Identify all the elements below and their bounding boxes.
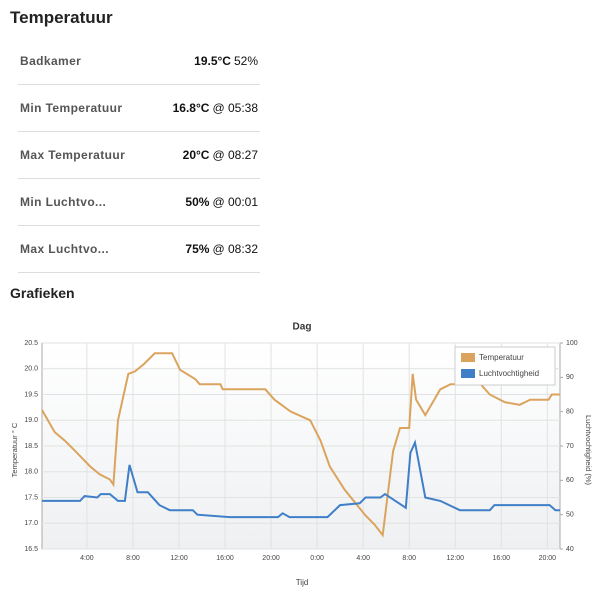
- y2-tick-label: 90: [566, 374, 574, 381]
- row-label: Min Temperatuur: [20, 101, 123, 115]
- x-tick-label: 0:00: [310, 555, 324, 562]
- y-tick-label: 18.5: [24, 443, 38, 450]
- row-label: Min Luchtvo...: [20, 195, 107, 209]
- y2-tick-label: 80: [566, 409, 574, 416]
- y2-tick-label: 40: [566, 546, 574, 553]
- section-title: Grafieken: [10, 285, 75, 301]
- y2-tick-label: 50: [566, 512, 574, 519]
- x-tick-label: 12:00: [170, 555, 188, 562]
- row-extra: @ 08:32: [212, 242, 258, 256]
- x-tick-label: 8:00: [402, 555, 416, 562]
- y2-tick-label: 70: [566, 443, 574, 450]
- x-tick-label: 20:00: [539, 555, 557, 562]
- row-main-value: 19.5°C: [194, 54, 231, 68]
- x-tick-label: 20:00: [262, 555, 280, 562]
- y2-tick-label: 100: [566, 340, 578, 347]
- y-axis-label: Temperatuur ° C: [10, 422, 19, 477]
- row-extra: 52%: [233, 54, 258, 68]
- x-tick-label: 4:00: [356, 555, 370, 562]
- table-row: Min Luchtvo... 50% @ 00:01: [18, 179, 260, 226]
- x-tick-label: 16:00: [493, 555, 511, 562]
- y-tick-label: 17.5: [24, 494, 38, 501]
- legend-swatch: [461, 353, 475, 362]
- data-line: [42, 439, 560, 519]
- row-main-value: 50%: [185, 195, 210, 209]
- y-tick-label: 16.5: [24, 546, 38, 553]
- x-axis-label: Tijd: [296, 578, 309, 587]
- row-value: 16.8°C @ 05:38: [173, 101, 258, 115]
- row-value: 50% @ 00:01: [185, 195, 258, 209]
- x-tick-label: 16:00: [216, 555, 234, 562]
- y-tick-label: 20.0: [24, 366, 38, 373]
- chart-title: Dag: [293, 322, 312, 333]
- y-tick-label: 17.0: [24, 520, 38, 527]
- legend-swatch: [461, 369, 475, 378]
- row-value: 20°C @ 08:27: [183, 148, 258, 162]
- chart: Dag Tijd Temperatuur ° C Luchtvochtighei…: [10, 322, 593, 587]
- row-label: Badkamer: [20, 54, 82, 68]
- y-tick-label: 20.5: [24, 340, 38, 347]
- table-row: Min Temperatuur 16.8°C @ 05:38: [18, 85, 260, 132]
- row-value: 75% @ 08:32: [185, 242, 258, 256]
- row-main-value: 20°C: [182, 148, 210, 162]
- y-tick-label: 19.5: [24, 391, 38, 398]
- x-tick-label: 12:00: [446, 555, 464, 562]
- legend-label: Temperatuur: [479, 353, 524, 362]
- table-row: Badkamer 19.5°C 52%: [18, 38, 260, 85]
- row-extra: @ 05:38: [212, 101, 258, 115]
- y-tick-label: 19.0: [24, 417, 38, 424]
- y2-tick-label: 60: [566, 477, 574, 484]
- card-title: Temperatuur: [10, 8, 113, 27]
- x-tick-label: 4:00: [80, 555, 94, 562]
- row-main-value: 16.8°C: [172, 101, 210, 115]
- row-value: 19.5°C 52%: [194, 54, 258, 68]
- row-label: Max Luchtvo...: [20, 242, 109, 256]
- y-tick-label: 18.0: [24, 469, 38, 476]
- y2-axis-label: Luchtvochtigheid (%): [584, 415, 593, 486]
- row-label: Max Temperatuur: [20, 148, 126, 162]
- table-row: Max Luchtvo... 75% @ 08:32: [18, 226, 260, 273]
- row-extra: @ 00:01: [212, 195, 258, 209]
- row-extra: @ 08:27: [212, 148, 258, 162]
- row-main-value: 75%: [185, 242, 210, 256]
- legend-label: Luchtvochtigheid: [479, 369, 539, 378]
- x-tick-label: 8:00: [126, 555, 140, 562]
- table-row: Max Temperatuur 20°C @ 08:27: [18, 132, 260, 179]
